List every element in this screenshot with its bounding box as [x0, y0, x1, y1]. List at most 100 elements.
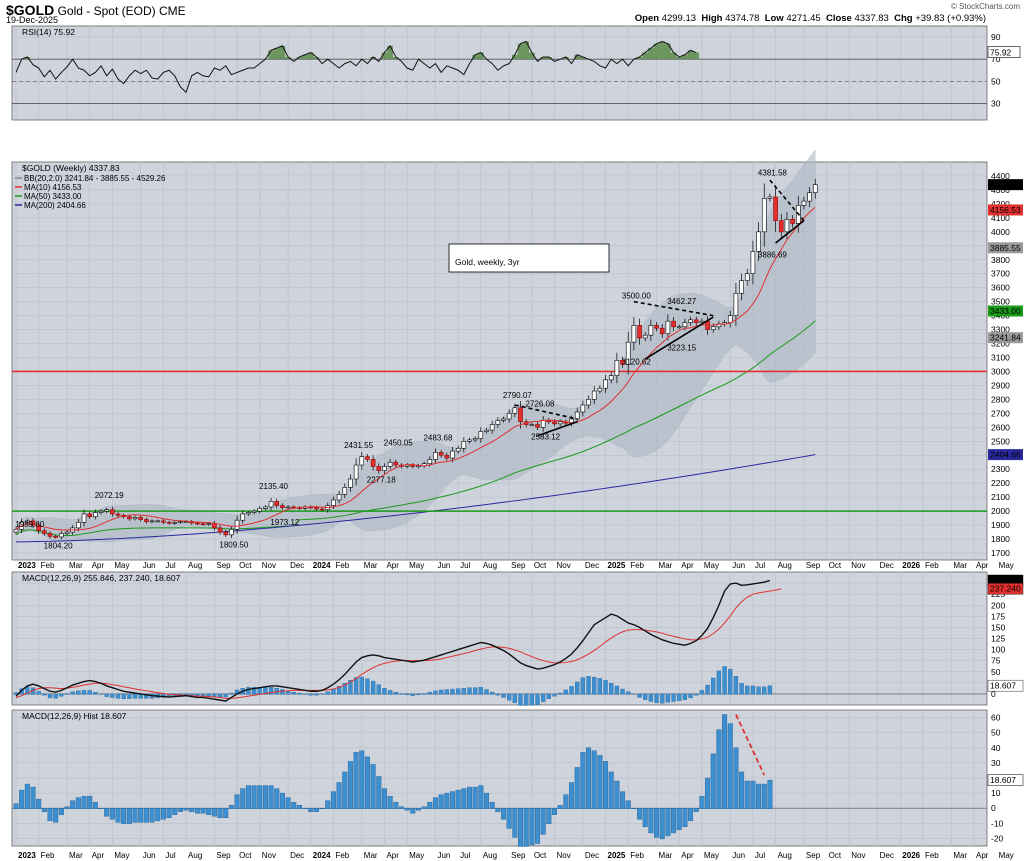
right-value-box — [988, 305, 1023, 317]
hist-x-axis-label: May — [704, 851, 719, 860]
macd-hist-bar — [212, 693, 217, 697]
price-annotation: 2483.68 — [423, 434, 452, 443]
candle — [370, 459, 376, 467]
hist-bar — [200, 808, 206, 814]
price-x-axis-label: Apr — [976, 561, 989, 570]
hist-bar — [461, 788, 467, 809]
copyright: © StockCharts.com — [950, 2, 1020, 11]
hist-bar — [710, 753, 716, 809]
hist-bar — [155, 808, 161, 822]
macd-hist-bar — [728, 668, 733, 695]
hist-bar — [217, 808, 223, 818]
y-tick-label: 3800 — [991, 255, 1010, 265]
price-x-axis-label: Oct — [829, 561, 842, 570]
hist-current-box — [987, 774, 1024, 786]
hist-x-axis-label: May — [114, 851, 129, 860]
candle — [280, 505, 285, 508]
macd-hist-bar — [370, 680, 376, 695]
macd-hist-bar — [546, 693, 551, 700]
hist-x-axis-label: Apr — [681, 851, 694, 860]
hist-bar — [540, 808, 546, 835]
hist-bar — [189, 808, 195, 812]
candle — [331, 499, 336, 506]
price-annotation: 3223.15 — [667, 343, 696, 352]
macd-hist-bar — [42, 693, 47, 696]
candle — [455, 447, 461, 452]
change-value: +39.83 (+0.93%) — [915, 13, 986, 24]
y-tick-label: 70 — [991, 54, 1001, 64]
macd-hist-bar — [484, 689, 489, 695]
hist-bar — [642, 808, 648, 828]
ma200-line — [15, 454, 816, 543]
price-annotation: 4381.58 — [758, 169, 787, 178]
y-tick-label: 2300 — [991, 464, 1010, 474]
macd-hist-bar — [144, 693, 149, 699]
macd-hist-bar — [648, 693, 654, 702]
y-tick-label: 1900 — [991, 520, 1010, 530]
macd-signal-line — [15, 588, 782, 699]
macd-hist-bar — [665, 693, 671, 703]
hist-bar — [166, 808, 172, 818]
price-x-axis-label: Nov — [851, 561, 865, 570]
candle — [53, 535, 58, 538]
hist-bar — [722, 714, 728, 809]
candle — [42, 530, 47, 534]
hist-x-axis-label: Dec — [585, 851, 599, 860]
macd-hist-bar — [637, 693, 642, 698]
candle — [229, 528, 234, 536]
hist-bar — [347, 761, 353, 809]
candle — [812, 184, 818, 194]
macd-hist-bar — [575, 681, 580, 695]
macd-hist-bar — [495, 693, 500, 696]
macd-hist-bar — [586, 676, 591, 695]
candle — [631, 325, 637, 343]
candle — [223, 531, 229, 536]
macd-hist-bar — [183, 693, 189, 696]
candle — [438, 452, 444, 456]
hist-x-axis-label: Oct — [829, 851, 842, 860]
candle — [217, 527, 223, 533]
hist-bar — [756, 783, 762, 809]
macd-hist-bar — [716, 670, 722, 695]
right-value-label: 2404.66 — [990, 450, 1021, 460]
hist-bar — [512, 808, 518, 838]
hist-bar — [444, 792, 450, 809]
hist-bar — [614, 780, 620, 809]
hist-bar — [631, 808, 637, 809]
candle — [200, 523, 206, 525]
candle — [206, 523, 212, 525]
hist-bar — [625, 800, 631, 809]
candle — [506, 413, 512, 420]
hist-bar — [291, 801, 297, 809]
hist-bar — [727, 723, 733, 809]
y-tick-label: 30 — [991, 98, 1001, 108]
symbol-name: Gold - Spot (EOD) CME — [57, 4, 186, 18]
y-tick-label: -10 — [991, 818, 1004, 828]
macd-hist-bar — [563, 689, 569, 695]
candle — [132, 517, 138, 520]
hist-bar — [665, 808, 671, 837]
candle — [744, 273, 750, 282]
macd-hist-bar — [450, 688, 455, 695]
y-tick-label: 2200 — [991, 478, 1010, 488]
y-tick-label: 90 — [991, 32, 1001, 42]
candle — [773, 196, 778, 221]
price-x-axis-label: Nov — [262, 561, 276, 570]
price-x-axis-label: Aug — [188, 561, 202, 570]
candle — [433, 452, 438, 460]
candle — [110, 509, 115, 515]
price-x-axis-label: Mar — [69, 561, 83, 570]
y-tick-label: 50 — [991, 728, 1001, 738]
hist-bar — [81, 795, 87, 809]
macd-title: MACD(12,26,9) 255.846, 237.240, 18.607 — [22, 573, 181, 583]
hist-bar — [285, 797, 291, 809]
price-x-axis-label: Jul — [755, 561, 765, 570]
hist-bar — [115, 808, 121, 823]
hist-x-axis-label: Oct — [534, 851, 547, 860]
hist-bar — [75, 797, 81, 809]
price-annotation: 1804.20 — [44, 541, 73, 550]
macd-hist-bar — [200, 693, 206, 696]
y-tick-label: 0 — [991, 803, 996, 813]
hist-x-axis-label: Feb — [630, 851, 644, 860]
macd-hist-bar — [620, 688, 625, 695]
